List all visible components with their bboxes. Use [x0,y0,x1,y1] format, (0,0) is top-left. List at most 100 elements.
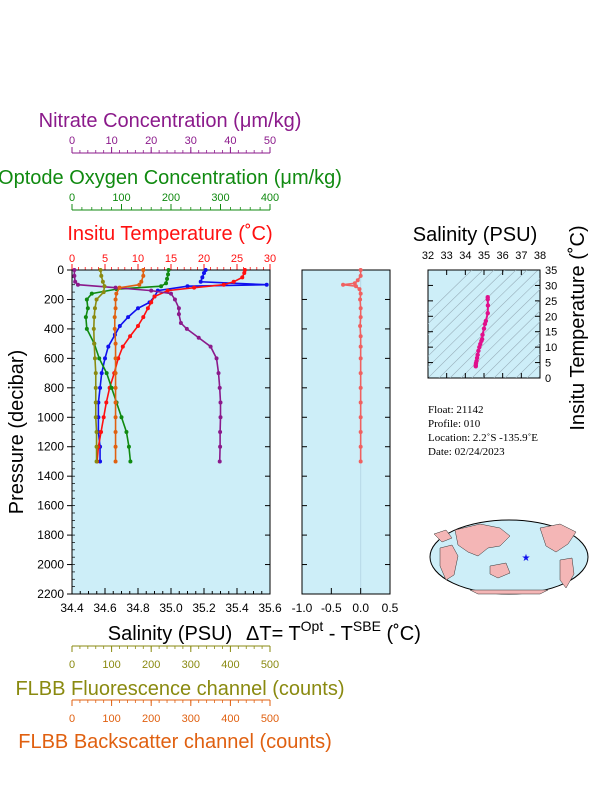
series-point [114,291,119,296]
tick-label: 33 [441,250,453,262]
tick-label: 35 [478,250,490,262]
series-point [358,344,363,349]
tick-label: -1.0 [292,601,313,615]
tick-label: 0.0 [352,601,369,615]
series-point [479,336,485,342]
tick-label: 100 [112,192,130,204]
series-point [264,282,269,287]
series-point [341,282,346,287]
series-point [72,268,77,272]
series-point [208,344,213,349]
series-point [117,285,122,290]
series-point [99,273,104,278]
tick-label: 300 [211,192,229,204]
series-point [92,356,97,361]
tick-label: 1600 [37,499,64,513]
fluorescence-axis-title: FLBB Fluorescence channel (counts) [15,678,344,700]
series-point [192,285,197,290]
info-profile: Profile: 010 [428,418,481,430]
tick-label: 0.5 [382,601,399,615]
series-point [358,356,363,361]
tick-label: 15 [545,327,557,339]
series-point [485,303,491,308]
series-point [102,284,107,289]
series-point [159,284,164,289]
series-point [72,273,77,278]
tick-label: 36 [497,250,509,262]
series-point [73,279,78,284]
density-contour [449,289,540,378]
tick-label: 10 [105,135,117,147]
tick-label: 0 [57,263,64,277]
density-contour [428,270,506,346]
density-contour [428,270,539,378]
density-contour [428,270,528,368]
series-point [185,284,190,289]
series-point [113,385,118,390]
series-point [176,306,181,311]
tick-label: 0 [69,253,75,265]
tick-label: 5 [102,253,108,265]
series-line [73,270,222,462]
tick-label: 2200 [37,587,64,601]
series-point [149,300,154,305]
series-point [166,268,171,272]
series-point [172,297,177,302]
series-point [203,268,208,272]
series-point [84,297,89,302]
tick-label: 30 [545,280,557,292]
series-point [164,281,169,286]
density-contour [438,278,540,378]
series-point [92,341,97,346]
series-point [94,459,99,464]
tick-label: 38 [534,250,546,262]
series-point [358,371,363,376]
ts-y-axis-title: Insitu Temperature (˚C) [567,225,589,430]
tick-label: 35 [545,265,557,277]
tick-label: 20 [145,135,157,147]
series-point [358,400,363,405]
series-point [483,318,489,324]
series-point [101,415,106,420]
series-point [202,270,206,275]
series-point [136,323,140,328]
delta-t-label-mid: - T [323,623,353,645]
tick-label: 25 [545,296,557,308]
density-contour [504,342,540,378]
tick-label: 200 [142,713,160,725]
series-point [89,291,94,296]
density-contour [428,270,484,325]
series-point [91,326,96,331]
series-point [358,334,363,339]
series-point [94,444,99,449]
tick-label: 400 [261,192,279,204]
nitrate-axis-title: Nitrate Concentration (μm/kg) [39,110,302,132]
density-contour [428,270,495,335]
series-line [342,270,362,462]
series-point [358,268,363,272]
temperature-axis: 0 5 10 15 20 25 30 [69,253,276,271]
tick-label: 35.4 [225,601,249,615]
series-point [136,306,140,311]
tick-label: 500 [261,713,279,725]
series-point [358,385,363,390]
density-contour [428,270,473,314]
series-point [93,385,98,390]
series-point [358,430,363,434]
density-contour [515,353,540,378]
tick-label: 0 [69,659,75,671]
series-point [113,356,118,361]
tick-label: 32 [422,250,434,262]
delta-t-label-sup2: SBE [353,618,381,634]
tick-label: 100 [102,713,120,725]
series-point [113,341,118,346]
series-point [353,284,358,289]
delta-t-series [341,268,363,464]
series-point [98,459,103,464]
series-point [358,306,363,311]
tick-label: -0.5 [321,601,342,615]
tick-label: 20 [198,253,210,265]
series-point [218,430,223,434]
series-point [75,282,80,287]
series-point [109,385,114,390]
